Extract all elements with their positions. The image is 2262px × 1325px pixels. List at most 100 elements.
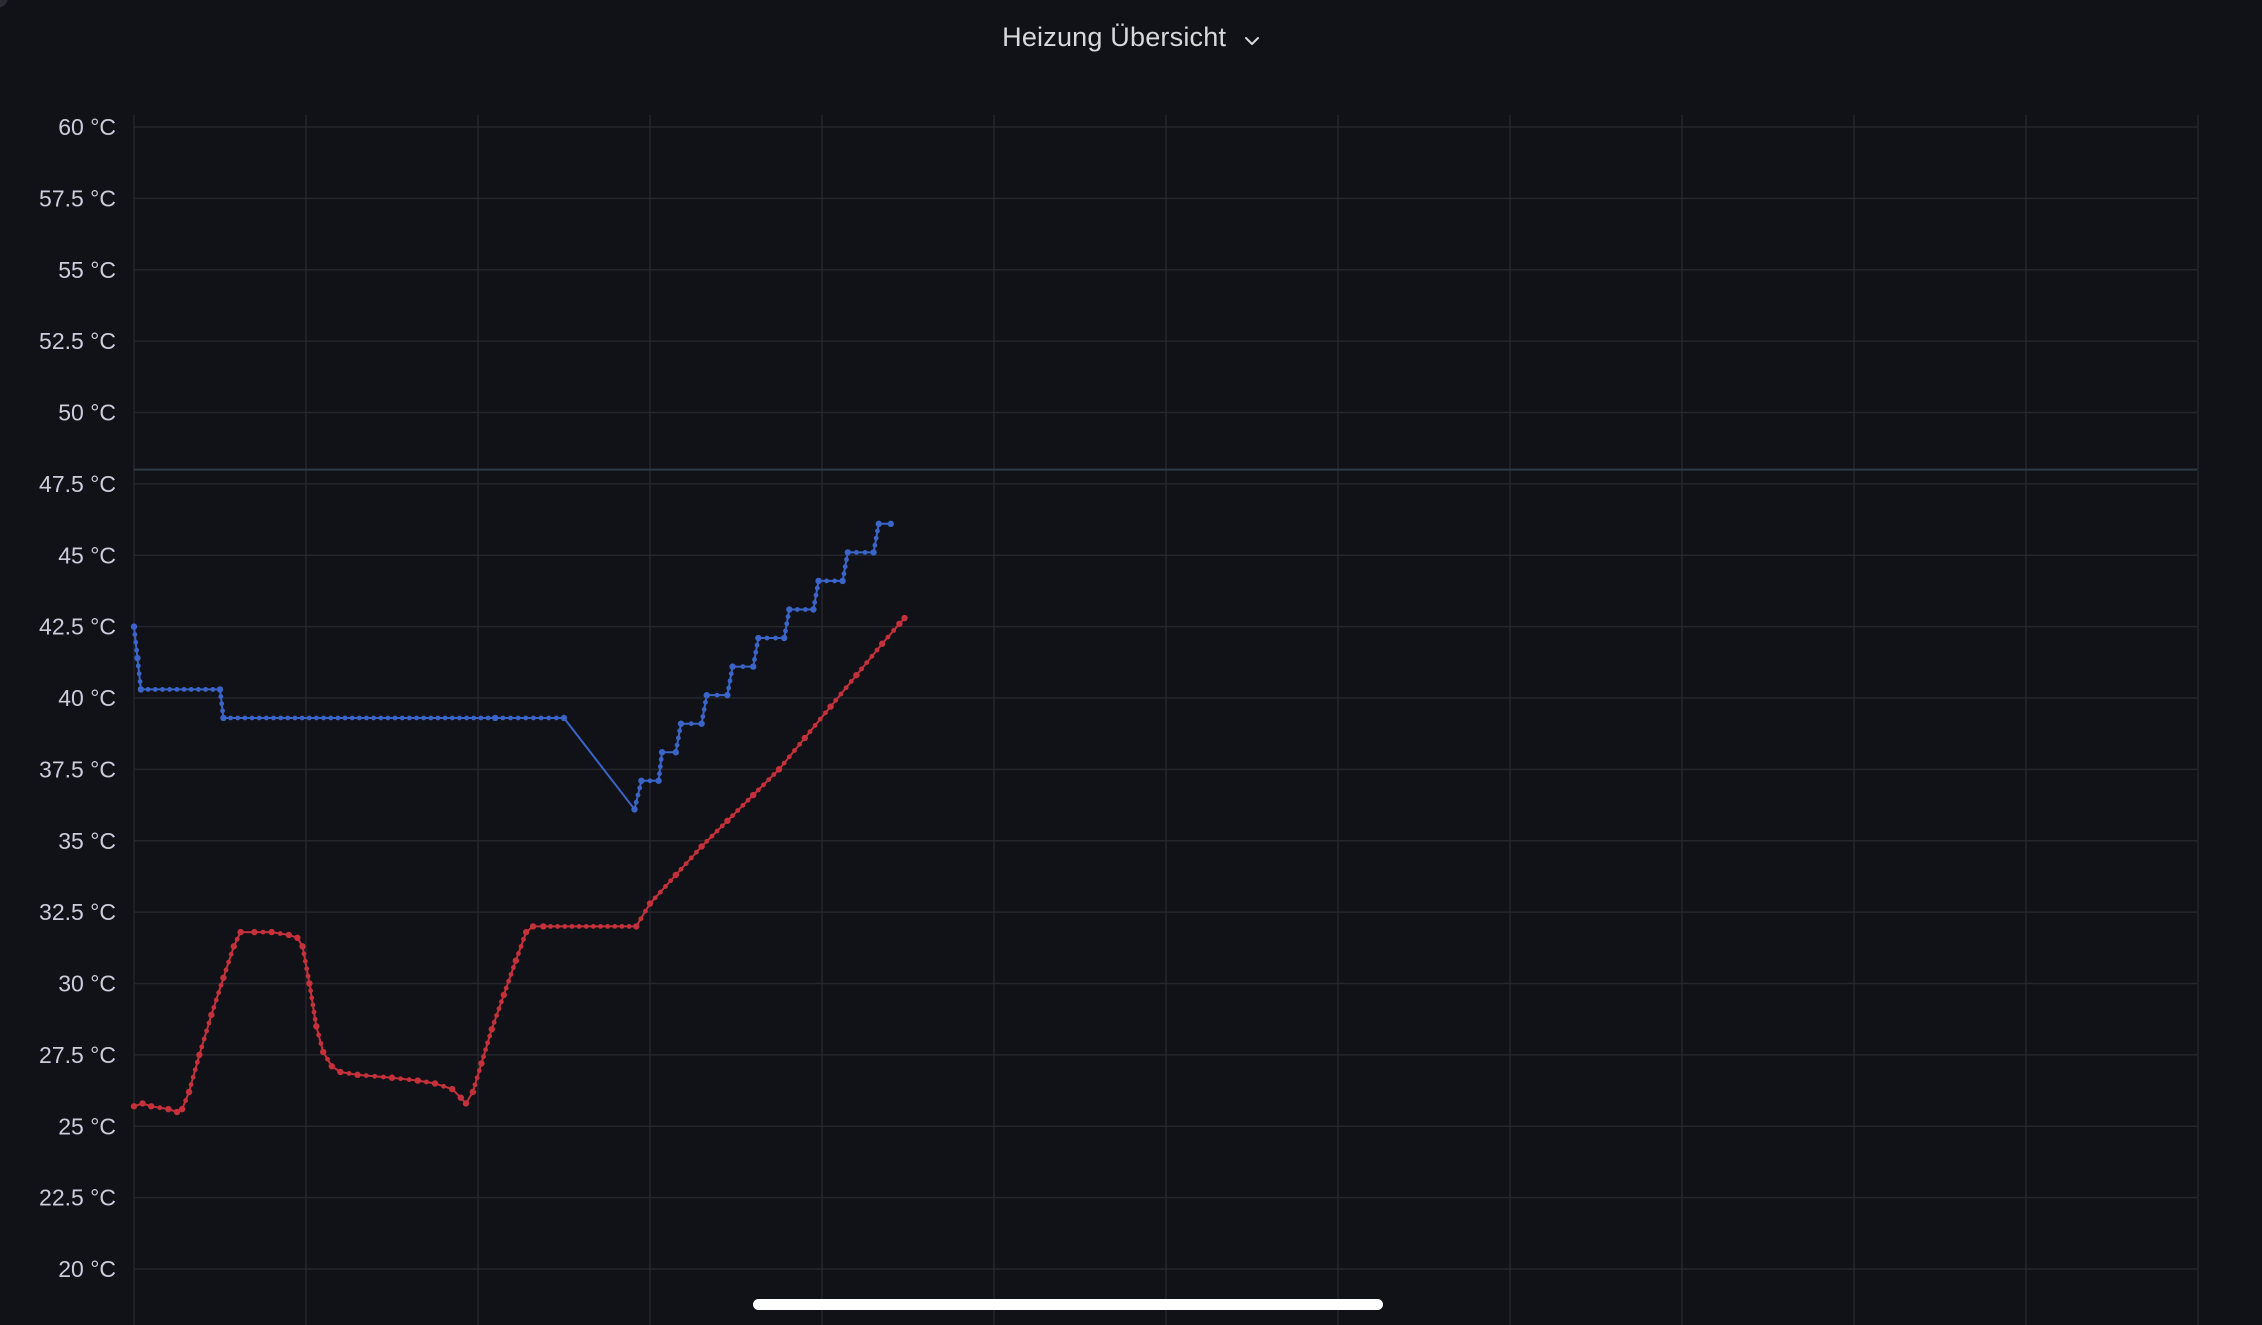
series-sample-1 <box>511 965 516 970</box>
series-sample-1 <box>476 1068 482 1073</box>
y-tick-label: 47.5 °C <box>39 471 116 497</box>
series-sample-1 <box>745 797 751 803</box>
series-point-1 <box>478 1060 485 1067</box>
series-sample-1 <box>381 1074 386 1080</box>
series-sample-1 <box>516 951 521 956</box>
series-sample-0 <box>167 687 173 692</box>
series-sample-0 <box>406 715 412 721</box>
series-point-1 <box>148 1103 155 1110</box>
series-sample-1 <box>643 908 648 914</box>
series-sample-1 <box>569 924 575 929</box>
series-point-1 <box>522 928 530 936</box>
series-point-1 <box>633 923 640 930</box>
home-indicator-bar[interactable] <box>753 1299 1383 1310</box>
series-sample-1 <box>792 748 797 753</box>
series-point-0 <box>631 806 638 813</box>
series-sample-1 <box>496 1006 502 1012</box>
series-point-1 <box>879 640 886 647</box>
series-sample-1 <box>201 1036 207 1042</box>
series-sample-0 <box>133 639 139 645</box>
series-sample-1 <box>304 966 310 972</box>
series-sample-0 <box>764 635 770 641</box>
series-sample-1 <box>223 967 229 973</box>
series-sample-0 <box>228 715 233 721</box>
corner-avatar[interactable] <box>0 0 8 8</box>
series-sample-0 <box>196 687 201 692</box>
series-point-1 <box>130 1103 138 1110</box>
series-point-0 <box>672 749 679 756</box>
series-point-0 <box>703 691 710 699</box>
series-sample-0 <box>378 715 384 721</box>
series-sample-0 <box>688 721 694 727</box>
series-sample-0 <box>464 715 469 721</box>
series-sample-1 <box>188 1082 194 1087</box>
series-point-0 <box>492 714 499 722</box>
series-sample-0 <box>841 571 847 577</box>
series-sample-1 <box>555 924 561 929</box>
y-axis-ticks: 60 °C 57.5 °C 55 °C 52.5 °C 50 °C 47.5 °C 45 °… <box>39 114 116 1282</box>
series-sample-0 <box>292 715 298 721</box>
series-sample-0 <box>701 707 707 712</box>
series-point-1 <box>750 791 757 799</box>
series-sample-1 <box>612 924 618 929</box>
series-sample-1 <box>312 1016 318 1022</box>
series-point-1 <box>500 991 507 999</box>
series-sample-1 <box>619 924 625 929</box>
series-sample-1 <box>218 982 224 988</box>
y-tick-label: 60 °C <box>58 114 116 140</box>
series-sample-0 <box>657 771 662 777</box>
series-point-0 <box>875 520 882 528</box>
series-sample-1 <box>506 978 512 984</box>
series-point-1 <box>185 1088 193 1096</box>
series-point-1 <box>237 928 244 936</box>
series-sample-0 <box>235 715 241 721</box>
series-sample-0 <box>210 687 216 692</box>
series-sample-0 <box>714 692 720 698</box>
series-point-1 <box>165 1105 172 1113</box>
series-point-0 <box>755 634 762 642</box>
series-sample-1 <box>626 924 632 929</box>
y-tick-label: 35 °C <box>58 828 116 854</box>
series-sample-1 <box>652 895 658 901</box>
series-point-1 <box>414 1077 421 1084</box>
series-sample-0 <box>263 715 269 721</box>
series-sample-1 <box>548 924 553 929</box>
series-sample-1 <box>213 997 219 1003</box>
dashboard-title-picker[interactable]: Heizung Übersicht <box>0 22 2262 54</box>
series-point-0 <box>560 714 568 722</box>
series-sample-1 <box>688 855 694 861</box>
series-sample-0 <box>862 549 868 555</box>
series-sample-1 <box>714 828 720 834</box>
series-sample-1 <box>683 861 689 866</box>
series-sample-0 <box>812 599 818 605</box>
series-point-0 <box>786 606 793 613</box>
series-sample-1 <box>424 1079 429 1085</box>
series-sample-0 <box>875 528 880 534</box>
series-sample-0 <box>278 715 284 721</box>
chevron-down-icon[interactable] <box>1244 23 1260 54</box>
series-point-1 <box>196 1051 203 1059</box>
series-sample-1 <box>234 936 240 942</box>
y-tick-label: 50 °C <box>58 400 116 426</box>
y-tick-label: 42.5 °C <box>39 614 116 640</box>
series-sample-0 <box>657 764 663 769</box>
series-sample-0 <box>271 715 276 721</box>
series-sample-0 <box>773 635 778 641</box>
series-sample-1 <box>864 660 870 665</box>
y-tick-label: 20 °C <box>58 1256 116 1282</box>
series-point-1 <box>827 703 834 710</box>
series-sample-0 <box>675 735 681 741</box>
series-point-0 <box>130 623 138 630</box>
series-sample-0 <box>813 592 819 598</box>
series-sample-1 <box>730 813 735 819</box>
series-point-1 <box>801 734 808 742</box>
y-tick-label: 45 °C <box>58 542 116 568</box>
series-point-0 <box>216 686 224 693</box>
series-sample-1 <box>583 924 589 929</box>
series-sample-0 <box>188 687 194 692</box>
series-sample-1 <box>598 924 603 929</box>
series-sample-0 <box>249 715 255 721</box>
series-sample-0 <box>435 715 441 721</box>
